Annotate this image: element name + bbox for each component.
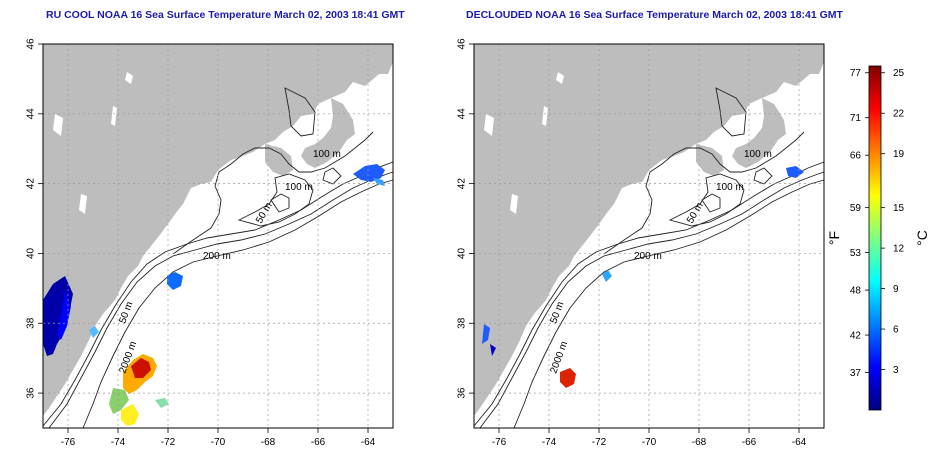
x-tick-label: -64 — [792, 437, 807, 448]
colorbar-fahrenheit-label: °F — [826, 231, 842, 245]
colorbar: 25 22 19 15 12 9 6 3 77 71 66 59 53 48 42 37 °F °C — [826, 65, 930, 411]
x-tick-label: -68 — [261, 437, 276, 448]
x-tick-label: -74 — [542, 437, 557, 448]
celsius-tick-label: 19 — [893, 149, 905, 160]
y-tick-label: 46 — [26, 38, 37, 50]
lakes — [53, 72, 133, 214]
colorbar-celsius-label: °C — [914, 230, 930, 246]
contour-label: 200 m — [634, 251, 662, 262]
fahrenheit-tick-label: 42 — [850, 331, 862, 342]
x-tick-label: -74 — [111, 437, 126, 448]
y-tick-label: 36 — [457, 387, 468, 399]
fahrenheit-tick-label: 71 — [850, 113, 862, 124]
y-tick-label: 42 — [457, 178, 468, 190]
y-tick-label: 44 — [26, 108, 37, 120]
y-tick-label: 40 — [457, 247, 468, 259]
colorbar-gradient — [868, 65, 882, 411]
x-tick-label: -68 — [692, 437, 707, 448]
left-axis-ticks: -76 -74 -72 -70 -68 -66 -64 36 38 40 42 44 46 — [26, 38, 376, 448]
y-tick-label: 38 — [26, 317, 37, 329]
x-tick-label: -70 — [211, 437, 226, 448]
right-axis-ticks: -76 -74 -72 -70 -68 -66 -64 36 38 40 42 44 46 — [457, 38, 807, 448]
y-tick-label: 46 — [457, 38, 468, 50]
fahrenheit-tick-label: 59 — [850, 203, 862, 214]
celsius-tick-label: 6 — [893, 325, 899, 336]
y-tick-label: 36 — [26, 387, 37, 399]
right-map-title: DECLOUDED NOAA 16 Sea Surface Temperatur… — [466, 9, 843, 21]
y-tick-label: 40 — [26, 247, 37, 259]
colorbar-ticks: 25 22 19 15 12 9 6 3 77 71 66 59 53 48 42 37 — [850, 68, 905, 379]
celsius-tick-label: 9 — [893, 284, 899, 295]
left-map-title: RU COOL NOAA 16 Sea Surface Temperature … — [46, 9, 405, 21]
celsius-tick-label: 15 — [893, 203, 905, 214]
x-tick-label: -76 — [492, 437, 507, 448]
fahrenheit-tick-label: 48 — [850, 286, 862, 297]
bathymetry-contours — [42, 87, 394, 429]
contour-label: 100 m — [313, 149, 341, 160]
x-tick-label: -76 — [61, 437, 76, 448]
x-tick-label: -64 — [361, 437, 376, 448]
celsius-tick-label: 12 — [893, 244, 905, 255]
y-tick-label: 44 — [457, 108, 468, 120]
x-tick-label: -72 — [161, 437, 176, 448]
celsius-tick-label: 25 — [893, 68, 905, 79]
fahrenheit-tick-label: 53 — [850, 248, 862, 259]
land-mass — [43, 44, 393, 416]
lakes — [484, 72, 564, 214]
x-tick-label: -66 — [742, 437, 757, 448]
fahrenheit-tick-label: 66 — [850, 151, 862, 162]
land-mass — [474, 44, 824, 416]
fahrenheit-tick-label: 37 — [850, 368, 862, 379]
x-tick-label: -70 — [642, 437, 657, 448]
contour-label: 100 m — [716, 182, 744, 193]
sst-pixels — [482, 166, 804, 388]
celsius-tick-label: 3 — [893, 365, 899, 376]
contour-label: 200 m — [203, 251, 231, 262]
fahrenheit-tick-label: 77 — [850, 68, 862, 79]
x-tick-label: -72 — [592, 437, 607, 448]
sst-pixels — [43, 164, 385, 426]
y-tick-label: 38 — [457, 317, 468, 329]
x-tick-label: -66 — [311, 437, 326, 448]
contour-label: 100 m — [744, 149, 772, 160]
celsius-tick-label: 22 — [893, 109, 905, 120]
bathymetry-contours — [473, 87, 825, 429]
y-tick-label: 42 — [26, 178, 37, 190]
contour-label: 100 m — [285, 182, 313, 193]
